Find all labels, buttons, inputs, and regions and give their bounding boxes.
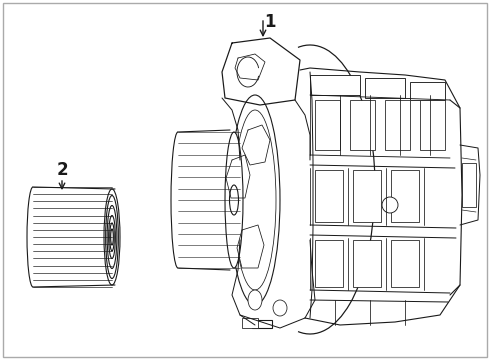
Ellipse shape — [248, 290, 262, 310]
Bar — [350, 100, 375, 150]
Ellipse shape — [225, 132, 243, 268]
Bar — [365, 78, 405, 98]
Bar — [391, 240, 419, 287]
Ellipse shape — [230, 95, 280, 305]
Bar — [391, 170, 419, 222]
Ellipse shape — [104, 189, 120, 285]
Bar — [315, 170, 343, 222]
Bar — [410, 82, 445, 100]
Ellipse shape — [273, 300, 287, 316]
Bar — [353, 170, 381, 222]
Bar — [310, 75, 360, 95]
Bar — [252, 320, 272, 328]
Bar — [353, 240, 381, 287]
Text: 1: 1 — [264, 13, 276, 31]
Circle shape — [382, 197, 398, 213]
Bar — [242, 318, 258, 328]
Bar — [462, 163, 476, 207]
Bar — [420, 100, 445, 150]
Text: 2: 2 — [56, 161, 68, 179]
Ellipse shape — [229, 185, 239, 215]
Bar — [315, 240, 343, 287]
Bar — [385, 100, 410, 150]
Bar — [315, 100, 340, 150]
